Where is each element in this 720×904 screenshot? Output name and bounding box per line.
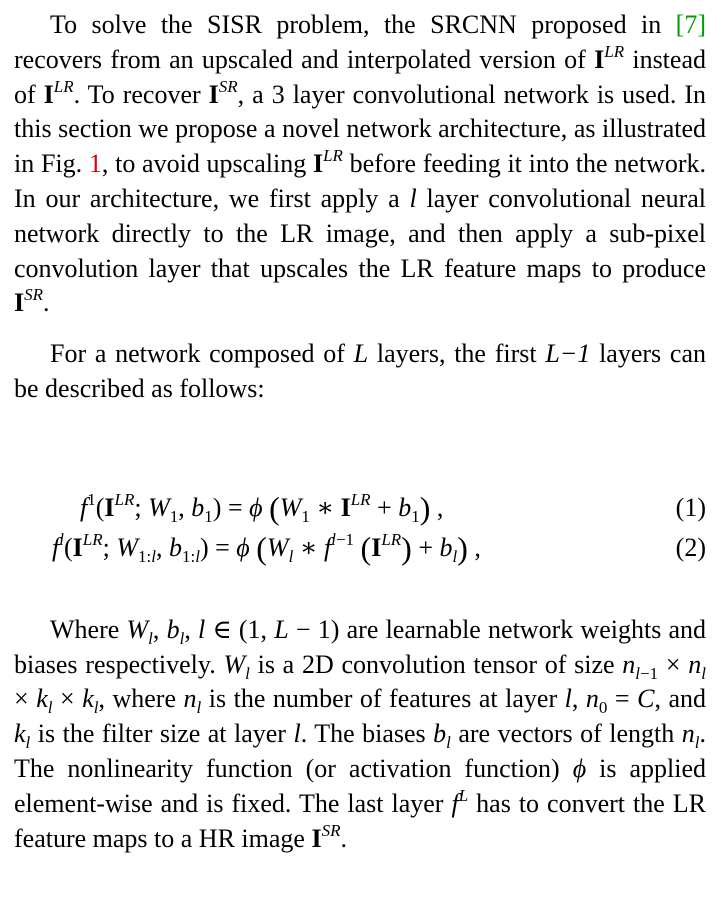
equation-2-number: (2) — [675, 532, 706, 562]
equation-block: f1(ILR; W1, b1) = ϕ (W1 ∗ ILR + b1) , (1… — [14, 489, 706, 579]
citation-link[interactable]: [7] — [675, 10, 706, 39]
paragraph-layers: For a network composed of L layers, the … — [14, 339, 706, 403]
paper-page: To solve the SISR problem, the SRCNN pro… — [14, 8, 706, 856]
paragraph-method-intro: To solve the SISR problem, the SRCNN pro… — [14, 10, 706, 318]
equation-1-number: (1) — [675, 492, 706, 522]
equation-1: f1(ILR; W1, b1) = ϕ (W1 ∗ ILR + b1) , — [80, 489, 444, 526]
figure-link[interactable]: 1 — [88, 149, 102, 179]
paragraph-parameters: Where Wl, bl, l ∈ (1, L − 1) are learnab… — [14, 614, 707, 853]
equation-2: fl(ILR; W1:l, b1:l) = ϕ (Wl ∗ fl−1 (ILR)… — [52, 529, 481, 566]
